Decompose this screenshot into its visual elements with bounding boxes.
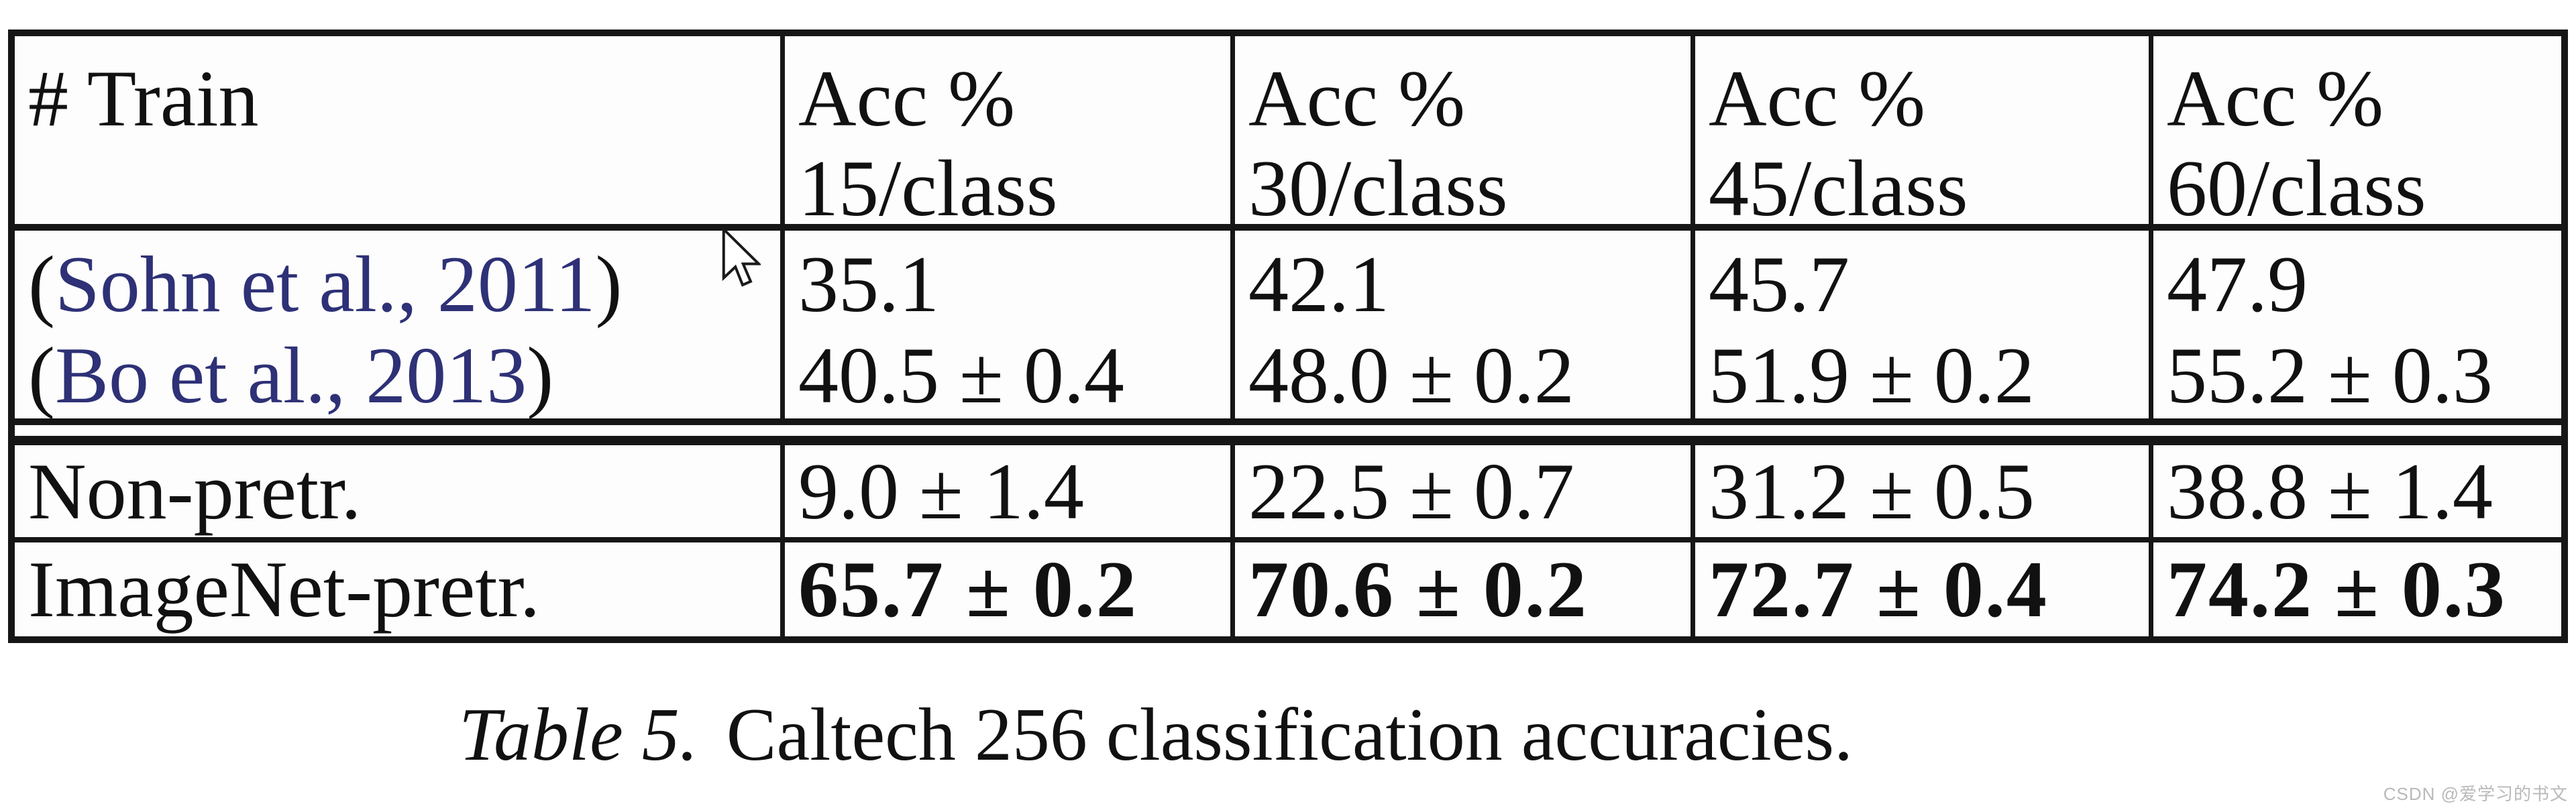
close-paren: ) — [527, 331, 554, 420]
value-imagenet-30: 70.6 ± 0.2 — [1235, 542, 1695, 636]
header-line2: 60/class — [2167, 143, 2426, 233]
header-line2: 15/class — [798, 143, 1058, 233]
citation-sohn: (Sohn et al., 2011) — [28, 239, 780, 330]
double-rule-separator — [15, 418, 2561, 445]
value-bo-60: 55.2 ± 0.3 — [2167, 331, 2493, 420]
value-sohn-45: 45.7 — [1709, 239, 1849, 329]
open-paren: ( — [28, 331, 55, 420]
value-imagenet-15: 65.7 ± 0.2 — [785, 542, 1235, 636]
citation-bo: (Bo et al., 2013) — [28, 330, 780, 421]
header-line2: 30/class — [1248, 143, 1508, 233]
header-cell-30-class: Acc % 30/class — [1235, 36, 1695, 233]
citation-link-bo-2013[interactable]: Bo et al., 2013 — [54, 331, 527, 420]
value-non-pretr-60: 38.8 ± 1.4 — [2153, 445, 2561, 542]
citation-values-60: 47.9 55.2 ± 0.3 — [2153, 231, 2561, 420]
citation-values-45: 45.7 51.9 ± 0.2 — [1695, 231, 2153, 420]
header-line2: # Train — [28, 54, 259, 143]
value-imagenet-60: 74.2 ± 0.3 — [2153, 542, 2561, 636]
value-sohn-60: 47.9 — [2167, 239, 2308, 329]
citation-label-cell: (Sohn et al., 2011) (Bo et al., 2013) — [15, 231, 785, 421]
value-non-pretr-30: 22.5 ± 0.7 — [1235, 445, 1695, 542]
value-non-pretr-45: 31.2 ± 0.5 — [1695, 445, 2153, 542]
citation-values-15: 35.1 40.5 ± 0.4 — [785, 231, 1235, 420]
header-line1: Acc % — [2167, 54, 2384, 143]
value-sohn-15: 35.1 — [798, 239, 939, 329]
header-line2: 45/class — [1709, 143, 1968, 233]
value-bo-45: 51.9 ± 0.2 — [1709, 331, 2035, 420]
value-imagenet-45: 72.7 ± 0.4 — [1695, 542, 2153, 636]
close-paren: ) — [595, 239, 623, 329]
header-cell-60-class: Acc % 60/class — [2153, 36, 2561, 233]
header-line1: Acc % — [1248, 54, 1466, 143]
value-bo-15: 40.5 ± 0.4 — [798, 331, 1124, 420]
table-caption-text: Caltech 256 classification accuracies. — [726, 693, 1854, 776]
header-line1: Acc % — [798, 54, 1016, 143]
value-non-pretr-15: 9.0 ± 1.4 — [785, 445, 1235, 542]
header-line1: Acc % — [1709, 54, 1926, 143]
header-cell-45-class: Acc % 45/class — [1695, 36, 2153, 233]
mouse-cursor-icon — [722, 227, 761, 287]
row-label-imagenet-pretrained: ImageNet-pretr. — [15, 542, 785, 636]
value-bo-30: 48.0 ± 0.2 — [1248, 331, 1574, 420]
results-table: # Train Acc % 15/class Acc % 30/class Ac… — [8, 30, 2568, 643]
header-cell-train: # Train — [15, 36, 785, 231]
csdn-watermark: CSDN @爱学习的书文 — [2383, 784, 2568, 804]
header-cell-15-class: Acc % 15/class — [785, 36, 1235, 233]
open-paren: ( — [28, 239, 55, 329]
table-caption: Table 5. Caltech 256 classification accur… — [0, 692, 2312, 778]
table-caption-number: Table 5. — [458, 693, 698, 776]
citation-values-30: 42.1 48.0 ± 0.2 — [1235, 231, 1695, 420]
citation-link-sohn-2011[interactable]: Sohn et al., 2011 — [54, 239, 596, 329]
row-label-non-pretrained: Non-pretr. — [15, 445, 785, 542]
value-sohn-30: 42.1 — [1248, 239, 1389, 329]
